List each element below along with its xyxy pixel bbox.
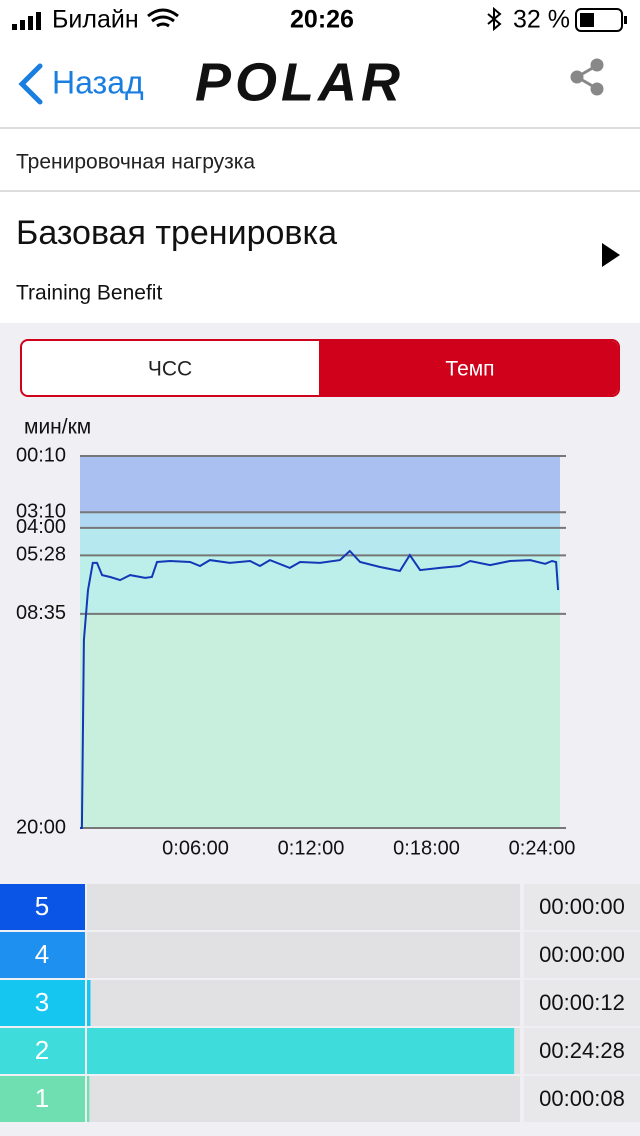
benefit-subtitle: Training Benefit <box>16 282 162 305</box>
wifi-icon <box>147 8 179 28</box>
benefit-title: Базовая тренировка <box>16 214 337 252</box>
y-tick-label: 00:10 <box>16 444 66 466</box>
zone-time-cell <box>524 1076 640 1122</box>
section-header: Тренировочная нагрузка <box>16 151 255 174</box>
bluetooth-icon <box>487 6 502 32</box>
zone-track <box>87 884 520 930</box>
zone-badge <box>0 1028 85 1074</box>
zone-track <box>87 980 520 1026</box>
zone-badge <box>0 932 85 978</box>
zone-time: 00:00:00 <box>539 942 625 967</box>
zone-band <box>80 613 560 828</box>
x-tick-label: 0:06:00 <box>162 837 229 859</box>
zone-time-cell <box>524 980 640 1026</box>
zone-track <box>87 932 520 978</box>
y-tick-label: 03:10 <box>16 501 66 523</box>
zone-bar <box>87 980 91 1026</box>
zone-time: 00:00:12 <box>539 990 625 1015</box>
y-tick-label: 05:28 <box>16 544 66 566</box>
header-bg <box>0 0 640 323</box>
logo: POLAR <box>195 52 404 112</box>
battery-icon <box>575 8 623 32</box>
y-axis-label: мин/км <box>24 416 91 439</box>
disclosure-arrow[interactable] <box>602 243 620 267</box>
y-tick-label: 04:00 <box>16 516 66 538</box>
share-icon[interactable] <box>570 58 604 96</box>
carrier: Билайн <box>52 6 139 34</box>
zone-track <box>87 1076 520 1122</box>
zone-time: 00:00:08 <box>539 1086 625 1111</box>
zone-band <box>80 512 560 528</box>
zone-bar <box>87 1028 515 1074</box>
toggle-selected <box>319 341 618 395</box>
zone-time: 00:00:00 <box>539 894 625 919</box>
toggle-option[interactable]: ЧСС <box>148 358 192 381</box>
y-tick-label: 08:35 <box>16 602 66 624</box>
zone-time: 00:24:28 <box>539 1038 625 1063</box>
zone-badge <box>0 980 85 1026</box>
back-button[interactable]: Назад <box>52 64 144 100</box>
zone-number: 5 <box>35 891 49 921</box>
zone-time-cell <box>524 884 640 930</box>
clock: 20:26 <box>290 6 354 34</box>
y-tick-label: 20:00 <box>16 816 66 838</box>
zone-bar <box>87 1076 90 1122</box>
zone-number: 3 <box>35 987 49 1017</box>
battery-text: 32 % <box>513 6 570 34</box>
x-tick-label: 0:18:00 <box>393 837 460 859</box>
zone-band <box>80 555 560 614</box>
zone-number: 2 <box>35 1035 49 1065</box>
zone-band <box>80 456 560 513</box>
zone-time-cell <box>524 1028 640 1074</box>
battery-tip <box>624 16 627 24</box>
zone-number: 1 <box>35 1083 49 1113</box>
zone-number: 4 <box>35 939 49 969</box>
pace-line <box>80 549 560 829</box>
x-tick-label: 0:12:00 <box>278 837 345 859</box>
toggle-option[interactable]: Темп <box>445 358 494 381</box>
x-tick-label: 0:24:00 <box>509 837 576 859</box>
zones-table: 5 00:00:00 4 00:00:00 3 00:00:12 2 00:24:28 1 00:… <box>0 884 640 1122</box>
signal <box>12 12 41 30</box>
zone-badge <box>0 1076 85 1122</box>
back-chevron[interactable] <box>18 63 43 105</box>
zone-time-cell <box>524 932 640 978</box>
battery-level <box>580 13 594 27</box>
zone-band <box>80 527 560 556</box>
zone-badge <box>0 884 85 930</box>
